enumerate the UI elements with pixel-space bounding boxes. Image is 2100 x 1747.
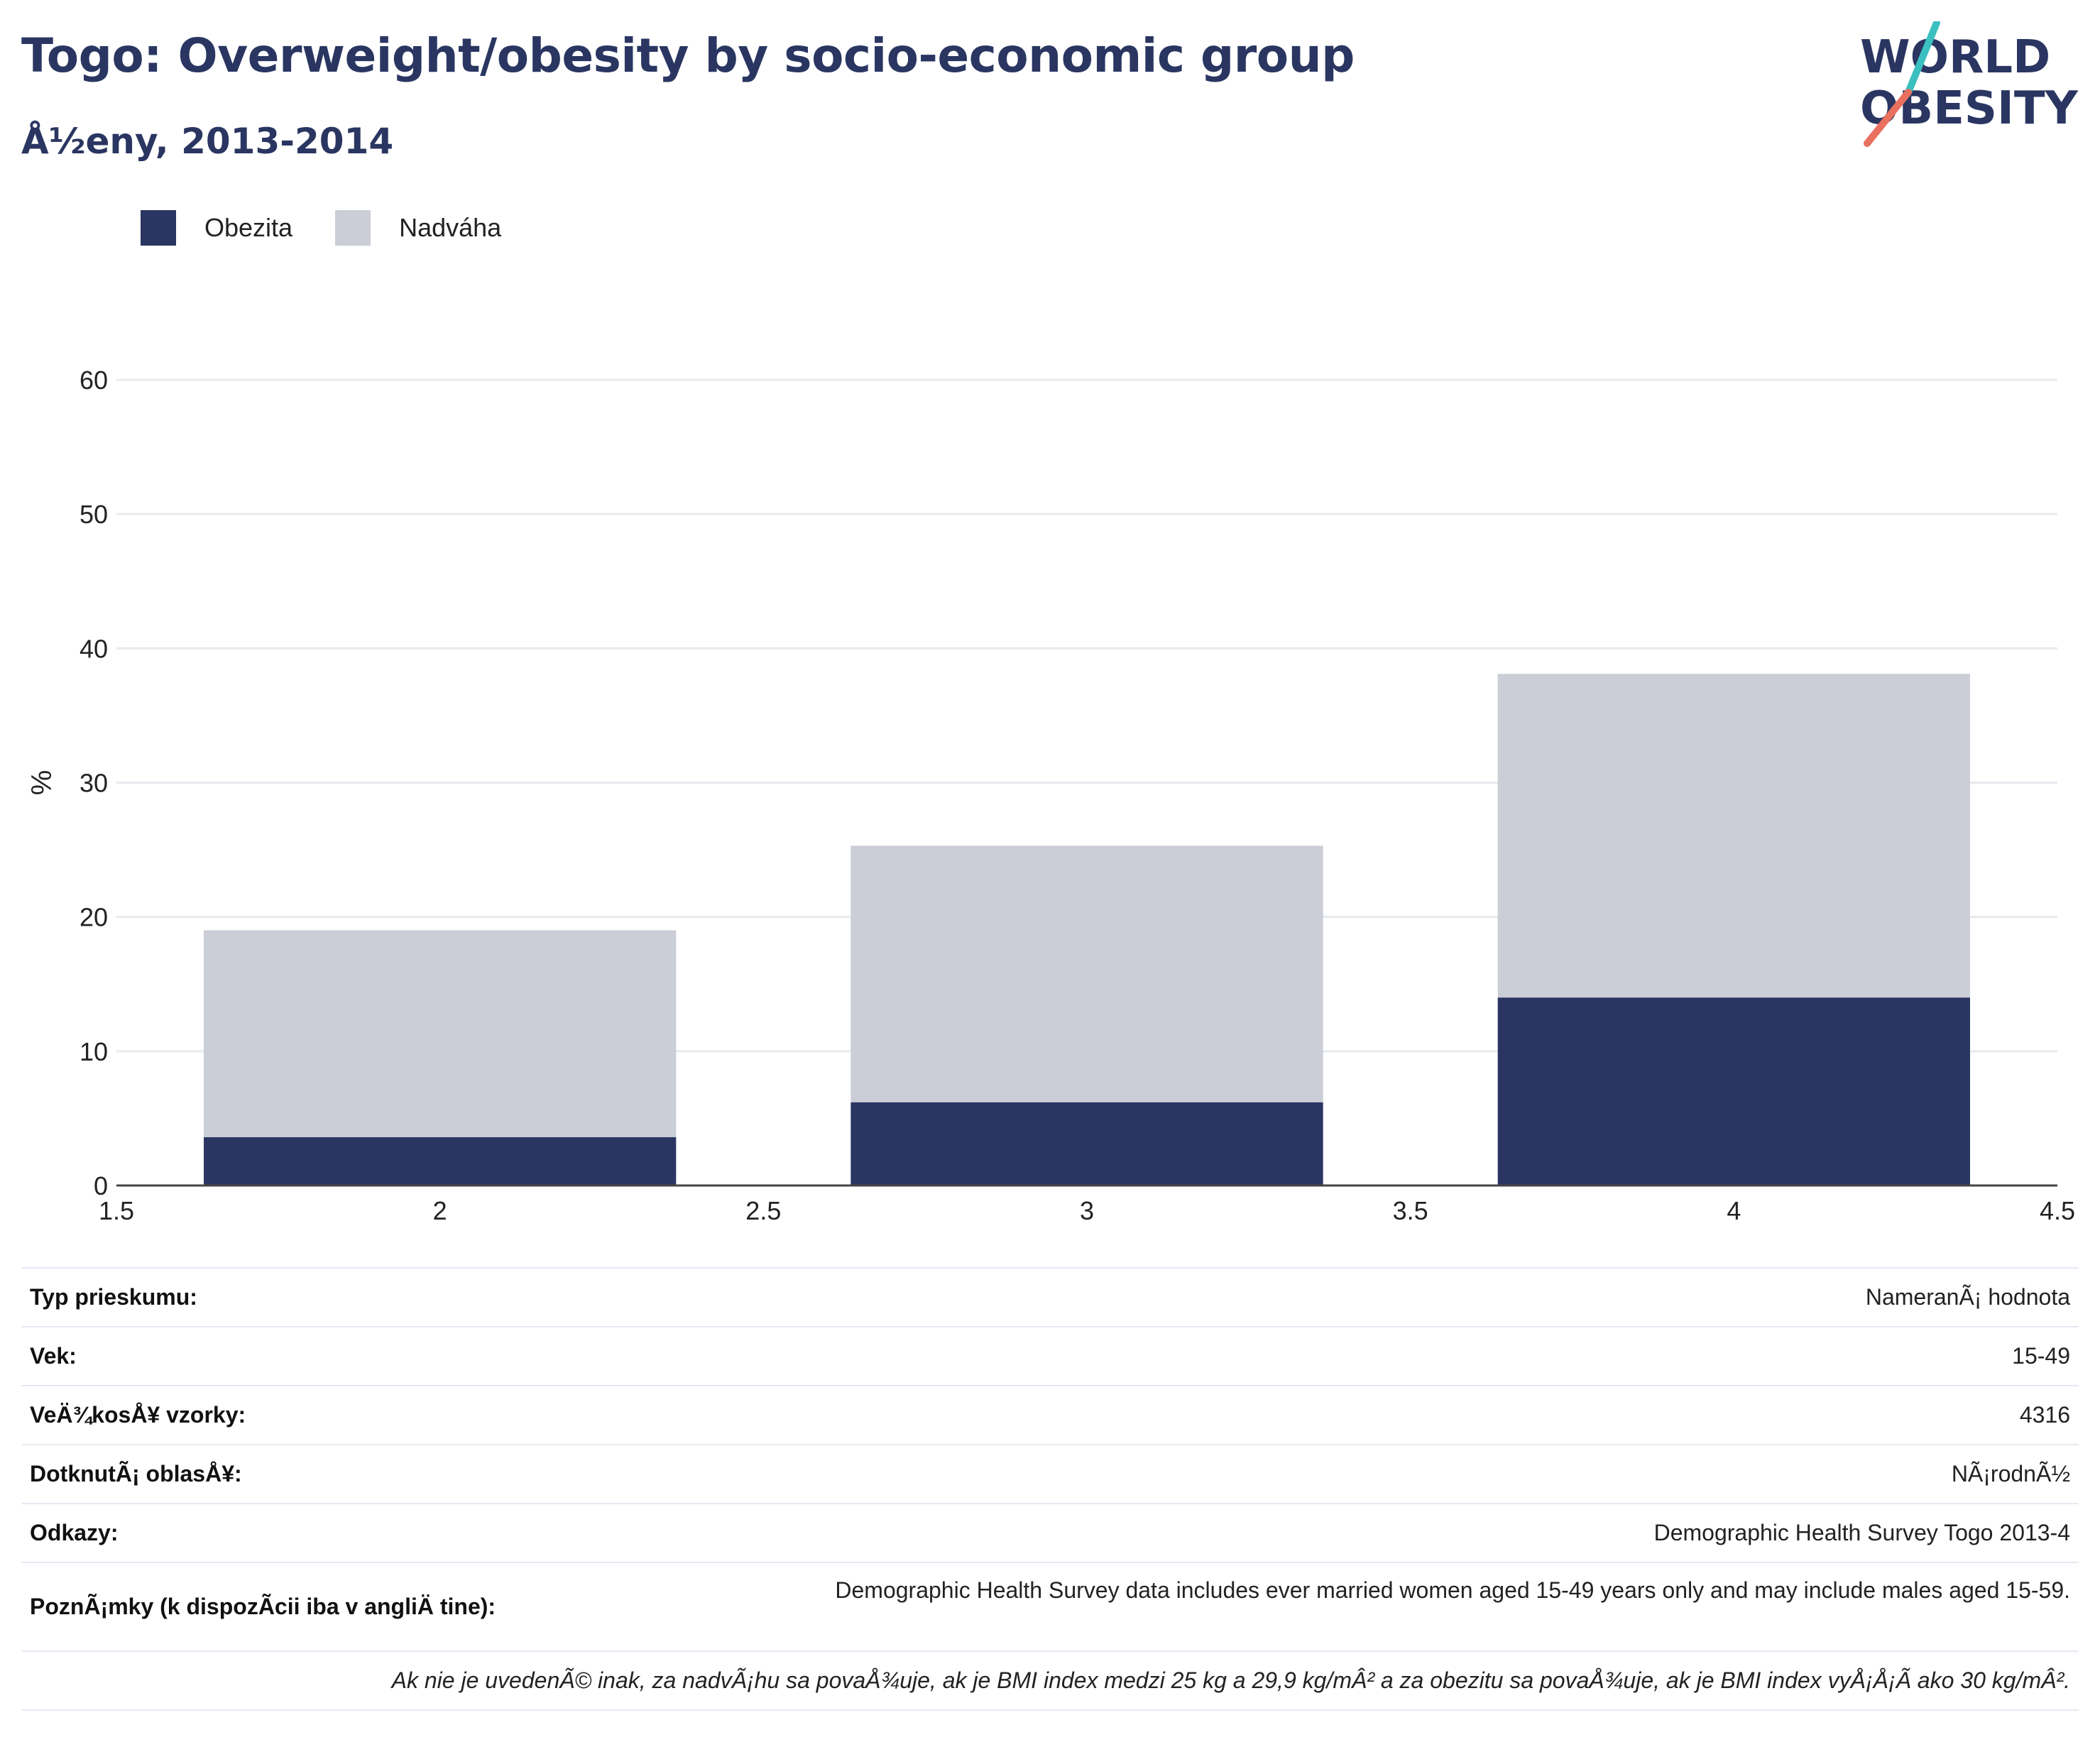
bar-nadvaha xyxy=(1497,674,1970,998)
x-tick-label: 1.5 xyxy=(99,1196,134,1225)
meta-value-notes: Demographic Health Survey data includes … xyxy=(535,1562,2079,1651)
table-row: Odkazy: Demographic Health Survey Togo 2… xyxy=(21,1503,2079,1562)
y-tick-label: 50 xyxy=(80,500,108,529)
table-row: Vek: 15-49 xyxy=(21,1326,2079,1386)
y-tick-label: 30 xyxy=(80,769,108,798)
y-tick-label: 20 xyxy=(80,903,108,932)
legend-item-obezita[interactable]: Obezita xyxy=(141,210,292,246)
table-row: VeÄ¾kosÅ¥ vzorky: 4316 xyxy=(21,1385,2079,1445)
table-row: Typ prieskumu: NameranÃ¡ hodnota xyxy=(21,1267,2079,1327)
meta-key-references: Odkazy: xyxy=(21,1503,535,1562)
legend-swatch-obezita xyxy=(141,210,176,246)
meta-key-notes: PoznÃ¡mky (k dispozÃcii iba v angliÄ tin… xyxy=(21,1562,535,1651)
x-tick-label: 2 xyxy=(433,1196,447,1225)
bar-nadvaha xyxy=(204,930,677,1137)
x-tick-label: 4.5 xyxy=(2040,1196,2075,1225)
y-tick-label: 0 xyxy=(94,1171,108,1200)
table-row: Ak nie je uvedenÃ© inak, za nadvÃ¡hu sa … xyxy=(21,1650,2079,1711)
meta-value-age: 15-49 xyxy=(535,1326,2079,1386)
bar-nadvaha xyxy=(851,845,1323,1102)
meta-key-sample-size: VeÄ¾kosÅ¥ vzorky: xyxy=(21,1385,535,1445)
chart-title: Togo: Overweight/obesity by socio-econom… xyxy=(21,28,1355,83)
legend-label-nadvaha: Nadváha xyxy=(399,213,502,242)
logo-slash-coral xyxy=(1864,89,1912,147)
table-row: PoznÃ¡mky (k dispozÃcii iba v angliÄ tin… xyxy=(21,1562,2079,1651)
chart-subtitle: Å½eny, 2013-2014 xyxy=(21,121,394,162)
chart-legend: Obezita Nadváha xyxy=(141,210,544,246)
y-tick-label: 10 xyxy=(80,1037,108,1066)
y-axis-label: % xyxy=(26,770,58,796)
logo-text-world: WORLD xyxy=(1860,31,2050,84)
legend-label-obezita: Obezita xyxy=(204,213,293,242)
legend-item-nadvaha[interactable]: Nadváha xyxy=(335,210,501,246)
bar-chart: 0 10 20 30 40 50 60% 1.5 2 2.5 3 3.5 4 4.5 xyxy=(26,366,2075,1225)
meta-key-age: Vek: xyxy=(21,1326,535,1386)
bar-obezita xyxy=(204,1137,677,1185)
meta-key-survey-type: Typ prieskumu: xyxy=(21,1267,535,1327)
meta-value-survey-type: NameranÃ¡ hodnota xyxy=(535,1267,2079,1327)
table-row: DotknutÃ¡ oblasÅ¥: NÃ¡rodnÃ½ xyxy=(21,1444,2079,1504)
meta-value-area: NÃ¡rodnÃ½ xyxy=(535,1444,2079,1504)
y-tick-label: 60 xyxy=(80,366,108,395)
meta-value-sample-size: 4316 xyxy=(535,1385,2079,1445)
x-tick-label: 3.5 xyxy=(1393,1196,1428,1225)
x-tick-label: 3 xyxy=(1080,1196,1094,1225)
legend-swatch-nadvaha xyxy=(335,210,371,246)
bar-obezita xyxy=(1497,997,1970,1185)
meta-value-references: Demographic Health Survey Togo 2013-4 xyxy=(535,1503,2079,1562)
survey-info-table: Typ prieskumu: NameranÃ¡ hodnota Vek: 15… xyxy=(21,1267,2079,1711)
x-tick-label: 4 xyxy=(1727,1196,1741,1225)
meta-key-area: DotknutÃ¡ oblasÅ¥: xyxy=(21,1444,535,1504)
bar-obezita xyxy=(851,1102,1323,1185)
y-tick-label: 40 xyxy=(80,634,108,663)
footnote: Ak nie je uvedenÃ© inak, za nadvÃ¡hu sa … xyxy=(21,1650,2079,1711)
logo-slash-teal xyxy=(1905,21,1940,96)
world-obesity-logo: WORLD OBESITY xyxy=(1860,21,2078,147)
x-tick-label: 2.5 xyxy=(745,1196,781,1225)
